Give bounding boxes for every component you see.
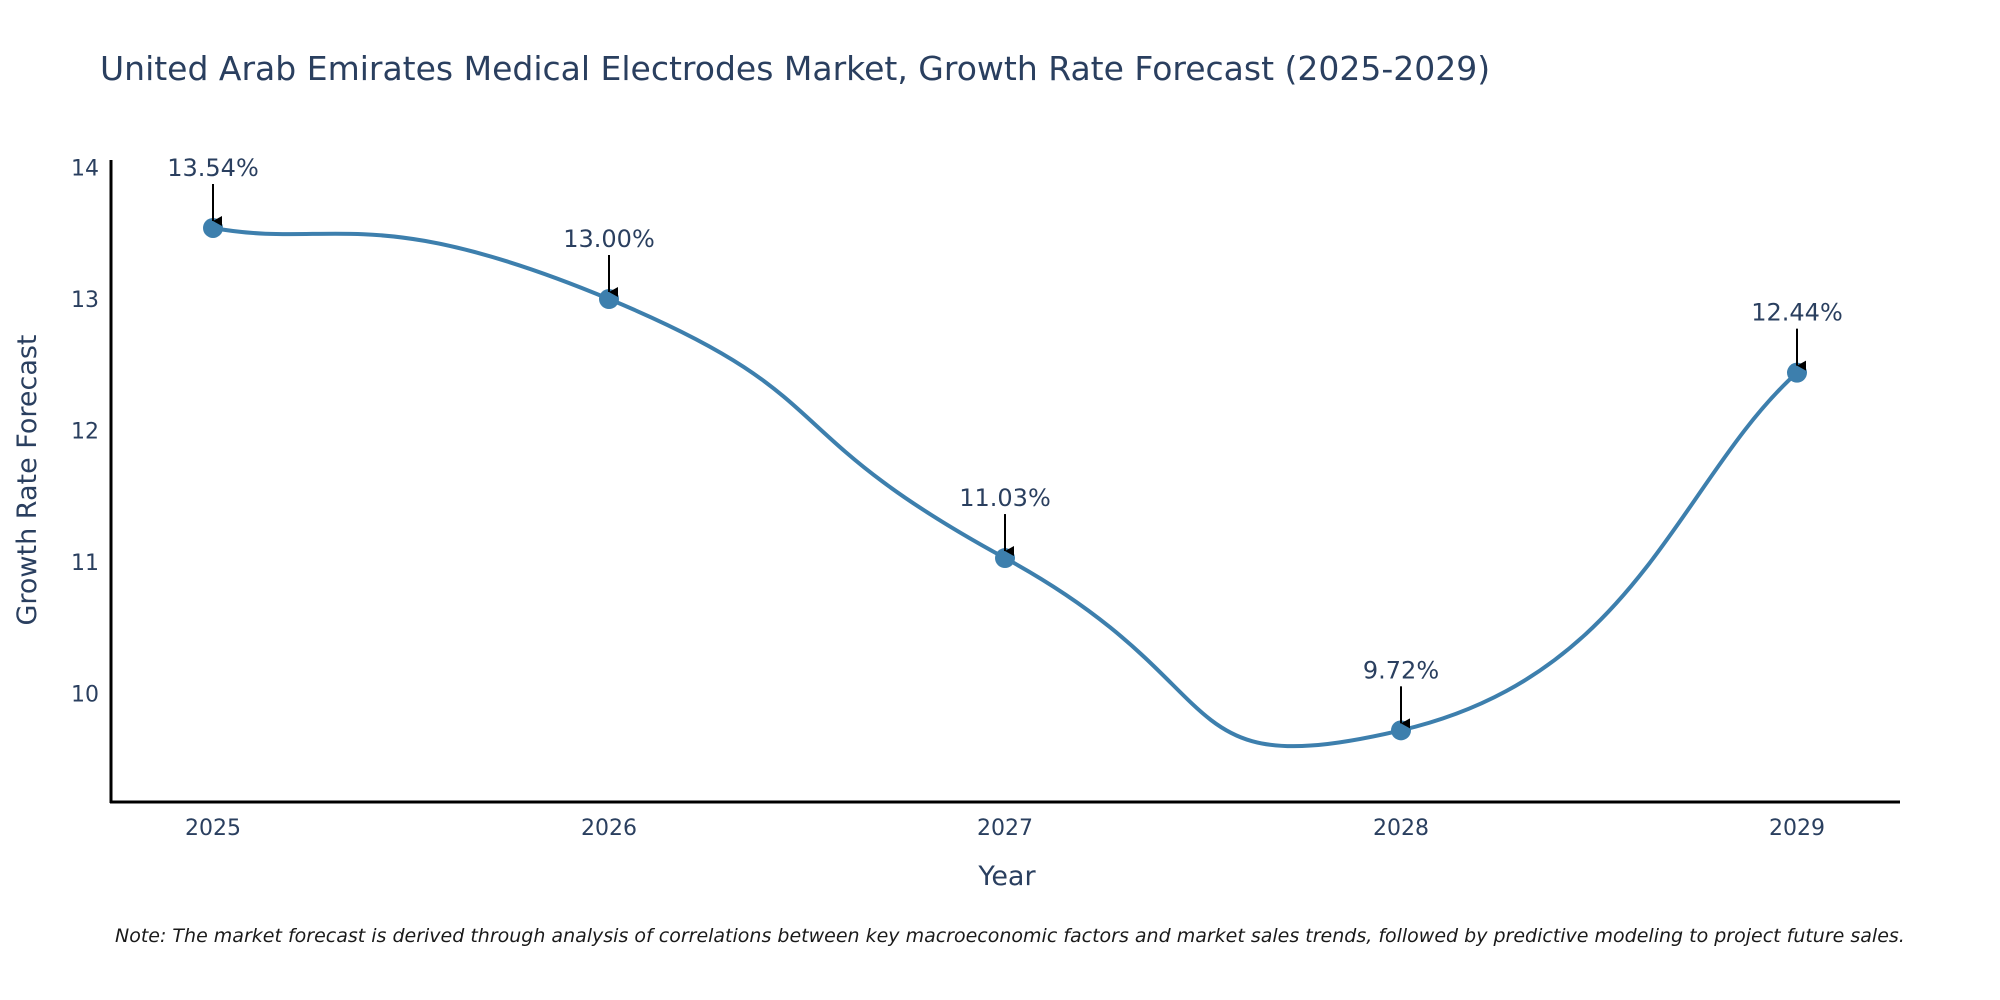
data-label: 9.72% <box>1363 656 1439 684</box>
chart-title: United Arab Emirates Medical Electrodes … <box>100 49 1490 88</box>
y-axis-title: Growth Rate Forecast <box>12 334 43 625</box>
data-annotations: 13.54% 13.00% 11.03% 9.72% 12.44% <box>167 154 1843 729</box>
x-tick-label: 2026 <box>581 816 637 841</box>
x-tick-label: 2029 <box>1769 816 1825 841</box>
growth-rate-line <box>211 225 1799 749</box>
footnote: Note: The market forecast is derived thr… <box>115 925 1905 947</box>
y-tick-label: 13 <box>71 288 99 313</box>
x-axis-ticks: 2025 2026 2027 2028 2029 <box>185 816 1825 841</box>
y-tick-label: 14 <box>71 157 99 182</box>
x-tick-label: 2028 <box>1373 816 1429 841</box>
data-label: 13.00% <box>563 225 655 253</box>
data-markers <box>203 217 1807 741</box>
x-tick-label: 2027 <box>977 816 1033 841</box>
y-tick-label: 12 <box>71 420 99 445</box>
y-tick-label: 11 <box>71 551 99 576</box>
x-axis-title: Year <box>977 861 1036 892</box>
x-tick-label: 2025 <box>185 816 241 841</box>
y-tick-label: 10 <box>71 683 99 708</box>
y-axis-ticks: 10 11 12 13 14 <box>71 157 99 708</box>
data-label: 11.03% <box>959 484 1051 512</box>
data-label: 13.54% <box>167 154 259 182</box>
data-label: 12.44% <box>1751 299 1843 327</box>
